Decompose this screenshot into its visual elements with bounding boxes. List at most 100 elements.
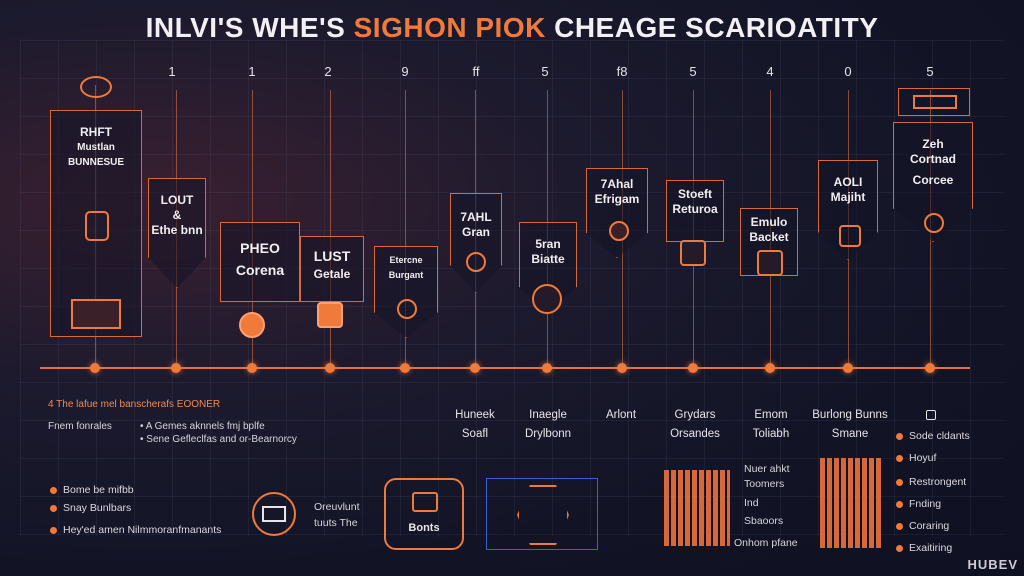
- card-subtitle: Biatte: [531, 252, 565, 266]
- below-label: Emom Toliabh: [736, 406, 806, 444]
- card-title: 5ran: [535, 237, 561, 251]
- card-subtitle: Corena: [235, 262, 285, 278]
- timeline-dot: [325, 363, 335, 373]
- right-list-item: Fnding: [896, 498, 941, 510]
- page-title: INLVI'S WHE'S SIGHON PIOK CHEAGE SCARIOA…: [0, 12, 1024, 44]
- card-title: 7AHL: [460, 210, 492, 224]
- card-title: 7Ahal: [600, 177, 634, 191]
- background-grid: [20, 40, 1004, 536]
- right-list-item: Exaitiring: [896, 542, 952, 554]
- circle-icon: [466, 252, 486, 272]
- monitor-icon: [71, 299, 121, 329]
- label-line: Orsandes: [670, 428, 720, 440]
- card-title: Emulo: [750, 215, 788, 229]
- title-part-1: INLVI'S WHE'S: [145, 12, 354, 43]
- label-line: Drylbonn: [524, 428, 572, 440]
- label-line: Burlong Bunns: [812, 409, 888, 421]
- card-subtitle: BUNNESUE: [67, 157, 125, 168]
- hardware-icon: [252, 492, 296, 536]
- note-text: Sene Gefleclfas and or-Bearnorcy: [146, 434, 297, 445]
- panel-icon: [913, 95, 957, 109]
- timeline-number: 4: [766, 64, 774, 79]
- card-title: Stoeft: [678, 187, 712, 201]
- timeline-number: 1: [248, 64, 256, 79]
- label-line: Toliabh: [752, 428, 790, 440]
- below-label: Arlont: [588, 406, 654, 425]
- note-text: A Gemes aknnels fmj bplfe: [145, 421, 265, 432]
- small-icon: [926, 410, 936, 420]
- timeline-card: Stoeft Returoa: [666, 180, 724, 242]
- card-subtitle: Returoa: [672, 202, 718, 216]
- title-part-2: CHEAGE SCARIOATITY: [545, 12, 879, 43]
- right-list-item: Restrongent: [896, 476, 966, 488]
- timeline-dot: [400, 363, 410, 373]
- globe-icon: [532, 284, 562, 314]
- timeline-card: LUST Getale: [300, 236, 364, 302]
- timeline-dot: [247, 363, 257, 373]
- timeline-number: ff: [472, 64, 480, 79]
- card-title: PHEO: [240, 240, 280, 256]
- card-title: LOUT: [160, 193, 194, 207]
- pattern-block: [664, 470, 730, 546]
- mid-list-item: Toomers: [744, 478, 785, 490]
- card-title: RHFT: [80, 125, 112, 139]
- mid-list-item: Nuer ahkt: [744, 463, 790, 475]
- brand-logo: HUBEV: [967, 557, 1018, 572]
- center-caption: Oreuvlunt: [314, 501, 360, 513]
- robot-icon: [412, 492, 438, 512]
- timeline-dot: [542, 363, 552, 373]
- timeline-dot: [843, 363, 853, 373]
- gear-icon: [239, 312, 265, 338]
- timeline-dot: [688, 363, 698, 373]
- label-line: Huneek: [455, 409, 495, 421]
- card-subtitle: Corcee: [912, 173, 954, 187]
- circle-icon: [924, 213, 944, 233]
- below-label: Huneek Soafl: [440, 406, 510, 444]
- notes-left-label: Fnem fonrales: [48, 421, 112, 432]
- timeline-number: 5: [926, 64, 934, 79]
- timeline-dot: [470, 363, 480, 373]
- lamp-icon: [317, 302, 343, 328]
- timeline-axis: [40, 367, 970, 369]
- note-item: • Sene Gefleclfas and or-Bearnorcy: [140, 434, 297, 445]
- label-line: Emom: [754, 409, 788, 421]
- label-line: Smane: [831, 428, 869, 440]
- timeline-card: PHEO Corena: [220, 222, 300, 302]
- bucket-icon: [757, 250, 783, 276]
- header-frame: [898, 88, 970, 116]
- list-item: Snay Bunlbars: [50, 502, 131, 514]
- pattern-block: [820, 458, 882, 548]
- card-title: Zeh: [922, 137, 944, 151]
- notes-header: 4 The lafue mel banscherafs EOONER: [48, 399, 221, 410]
- chip-icon: [262, 506, 286, 522]
- card-subtitle: Ethe bnn: [151, 223, 203, 237]
- below-label: Inaegle Drylbonn: [512, 406, 584, 444]
- clipboard-icon: [680, 240, 706, 266]
- below-label: Grydars Orsandes: [660, 406, 730, 444]
- right-list-item: Sode cldants: [896, 430, 970, 442]
- timeline-dot: [765, 363, 775, 373]
- list-item: Hey'ed amen Nilmmoranfmanants: [50, 524, 221, 536]
- note-item: • A Gemes aknnels fmj bplfe: [140, 421, 265, 432]
- card-subtitle: Majiht: [830, 190, 866, 204]
- timeline-card: RHFT Mustlan BUNNESUE: [50, 110, 142, 337]
- card-subtitle: Efrigam: [594, 192, 640, 206]
- badge-label: Bonts: [408, 522, 440, 534]
- list-item: Bome be mifbb: [50, 484, 134, 496]
- timeline-dot: [90, 363, 100, 373]
- card-subtitle: Gran: [461, 225, 490, 239]
- label-line: Arlont: [605, 409, 637, 421]
- connector-line: [405, 90, 406, 367]
- hex-frame: [486, 478, 598, 550]
- shield-icon: [609, 221, 629, 241]
- hexagon-icon: [517, 485, 569, 545]
- card-subtitle: Cortnad: [910, 152, 956, 166]
- label-line: Soafl: [461, 428, 489, 440]
- box-icon: [839, 225, 861, 247]
- center-caption: tuuts The: [314, 517, 358, 529]
- card-subtitle: Mustlan: [77, 142, 115, 153]
- card-title: LUST: [313, 248, 351, 264]
- timeline-dot: [171, 363, 181, 373]
- mid-list-item: Onhom pfane: [734, 537, 798, 549]
- timeline-dot: [617, 363, 627, 373]
